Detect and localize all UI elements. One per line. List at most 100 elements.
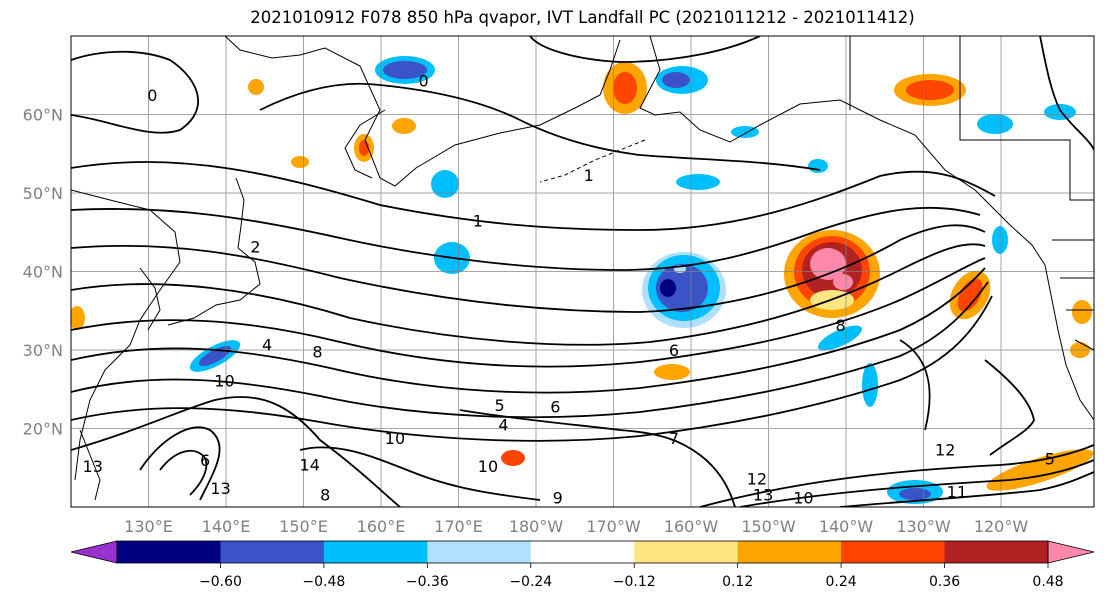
contour-line <box>71 295 993 442</box>
contour-label: 4 <box>262 336 272 355</box>
colorbar-segment <box>530 541 635 563</box>
negative-anomaly-central-pacific <box>642 252 726 328</box>
colorbar-tick-label: 0.24 <box>826 574 857 590</box>
longitude-tick-label: 170°W <box>586 517 641 536</box>
colorbar-outline <box>116 540 1049 564</box>
positive-anomaly-gulf-alaska <box>784 230 880 318</box>
longitude-tick-label: 170°E <box>434 517 483 536</box>
longitude-tick-label: 160°W <box>664 517 719 536</box>
latitude-tick-label: 30°N <box>23 341 63 360</box>
longitude-tick-label: 150°E <box>279 517 328 536</box>
colorbar-tick-label: 0.48 <box>1032 574 1063 590</box>
contour-line <box>139 426 221 501</box>
contour-label: 8 <box>312 343 322 362</box>
contour-label: 2 <box>250 237 260 256</box>
contour-line <box>71 257 986 368</box>
contour-label: 1 <box>584 166 594 185</box>
contour-line <box>459 409 736 507</box>
contour-label: 13 <box>753 485 773 504</box>
ivt-contours <box>71 36 1094 507</box>
colorbar-segment <box>427 541 532 563</box>
contour-label: 0 <box>147 86 157 105</box>
contour-label: 11 <box>947 482 967 501</box>
contour-label: 6 <box>669 341 679 360</box>
contour-label: 0 <box>419 72 429 91</box>
colorbar-segment <box>634 541 739 563</box>
contour-label: 7 <box>669 429 679 448</box>
asia-mainland-coast <box>71 189 181 481</box>
colorbar-segment <box>220 541 325 563</box>
longitude-tick-label: 180°W <box>509 517 564 536</box>
canada-border <box>849 36 1094 201</box>
contour-label: 8 <box>320 485 330 504</box>
contour-label: 6 <box>200 451 210 470</box>
contour-label: 1 <box>473 211 483 230</box>
colorbar-tick-label: −0.36 <box>406 574 449 590</box>
contour-line <box>1039 36 1094 151</box>
contour-line <box>159 449 208 496</box>
taiwan-philippines <box>79 429 101 501</box>
latitude-tick-label: 20°N <box>23 420 63 439</box>
kamchatka-coastline <box>344 109 386 179</box>
aleutian-chain <box>539 139 646 183</box>
colorbar-tick-label: 0.12 <box>722 574 753 590</box>
colorbar-segment <box>737 541 842 563</box>
longitude-tick-label: 150°W <box>741 517 796 536</box>
contour-line <box>699 444 1094 507</box>
latitude-tick-label: 60°N <box>23 106 63 125</box>
contour-label: 10 <box>385 429 405 448</box>
contour-label: 14 <box>300 456 320 475</box>
longitude-tick-label: 140°E <box>202 517 251 536</box>
contour-label: 10 <box>214 372 234 391</box>
contour-line <box>71 267 986 394</box>
contour-label: 4 <box>498 416 508 435</box>
longitude-tick-label: 160°E <box>357 517 406 536</box>
longitude-tick-label: 120°W <box>974 517 1029 536</box>
longitude-tick-label: 130°W <box>896 517 951 536</box>
contour-line <box>71 281 989 419</box>
colorbar-segment <box>117 541 221 563</box>
contour-label: 8 <box>835 316 845 335</box>
colorbar-tick-label: −0.48 <box>302 574 345 590</box>
contour-label: 6 <box>550 398 560 417</box>
coastlines <box>71 36 1094 501</box>
contour-line <box>71 206 981 271</box>
contour-line <box>71 50 199 134</box>
colorbar-extend-low <box>70 540 118 564</box>
contour-line <box>259 82 821 171</box>
colorbar-segment <box>323 541 428 563</box>
contour-label: 13 <box>210 479 230 498</box>
contour-label: 10 <box>793 489 813 508</box>
contour-line <box>839 471 1094 507</box>
us-state-borders <box>1052 239 1094 351</box>
japan-coastline <box>167 247 261 326</box>
contour-line <box>71 224 986 313</box>
contour-label: 10 <box>478 457 498 476</box>
sakhalin-coastline <box>235 177 245 249</box>
latitude-tick-label: 50°N <box>23 184 63 203</box>
contour-line <box>71 243 986 346</box>
contour-line <box>529 36 761 63</box>
contour-label: 12 <box>935 441 955 460</box>
siberia-coastline <box>224 36 621 187</box>
colorbar-tick-label: 0.36 <box>929 574 960 590</box>
colorbar-tick-label: −0.60 <box>199 574 242 590</box>
colorbar <box>70 540 1095 564</box>
contour-label: 5 <box>1045 449 1055 468</box>
contour-label: 12 <box>747 470 767 489</box>
contour-label: 13 <box>83 457 103 476</box>
contour-label: 9 <box>553 489 563 508</box>
contour-label: 5 <box>494 396 504 415</box>
map-frame <box>70 35 1095 508</box>
longitude-tick-label: 140°W <box>819 517 874 536</box>
contour-line <box>71 396 401 507</box>
contour-line <box>899 339 1035 456</box>
contour-line <box>71 161 996 231</box>
colorbar-extend-high <box>1047 540 1095 564</box>
contour-line <box>739 459 1094 507</box>
map-gridlines <box>71 36 1094 507</box>
colorbar-segment <box>841 541 946 563</box>
contour-line <box>299 446 541 501</box>
